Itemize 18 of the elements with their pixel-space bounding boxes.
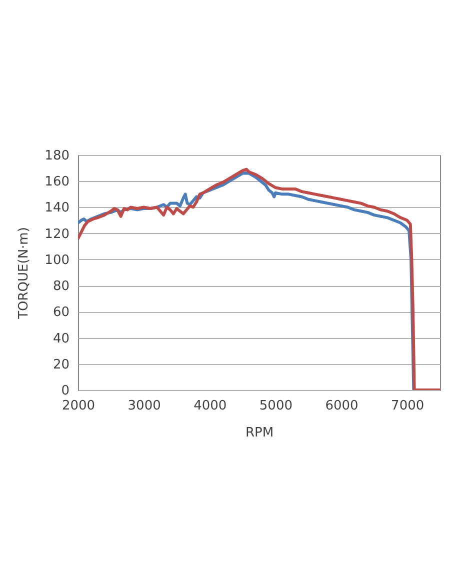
y-tick-label: 80 <box>52 279 70 294</box>
x-tick-label: 4000 <box>194 398 227 414</box>
y-tick-label: 140 <box>44 200 70 216</box>
y-tick-label: 60 <box>52 305 70 320</box>
y-tick-label: 180 <box>44 148 70 164</box>
x-tick-label: 3000 <box>128 398 161 414</box>
y-tick-label: 20 <box>52 357 70 372</box>
y-tick-label: 160 <box>44 174 70 190</box>
x-axis-title: RPM <box>245 426 274 440</box>
x-tick-label: 5000 <box>259 398 292 414</box>
y-axis-title: TORQUE(N·m) <box>16 227 32 320</box>
y-tick-label: 100 <box>44 252 70 268</box>
x-tick-label: 6000 <box>325 398 358 414</box>
x-tick-label: 2000 <box>62 398 96 414</box>
y-tick-label: 40 <box>52 331 70 346</box>
y-tick-label: 0 <box>61 384 70 398</box>
x-tick-label: 7000 <box>391 398 424 414</box>
y-tick-label: 120 <box>44 226 70 242</box>
